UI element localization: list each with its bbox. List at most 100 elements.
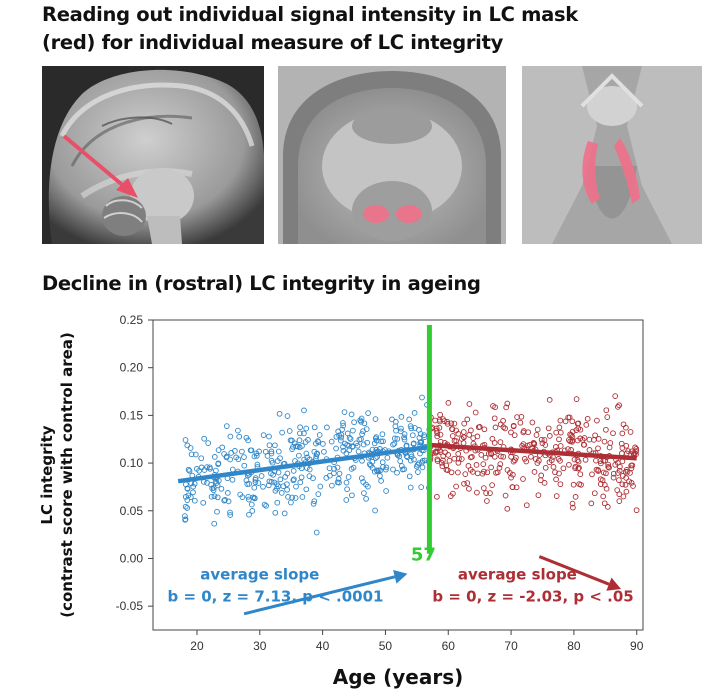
old-point (466, 401, 473, 407)
young-point (187, 445, 194, 451)
young-point (399, 466, 406, 473)
old-point (616, 402, 622, 409)
young-point (418, 484, 425, 490)
young-point (359, 431, 365, 437)
old-point (455, 469, 461, 476)
young-point (372, 507, 378, 514)
young-point (316, 432, 323, 438)
old-point (614, 487, 621, 493)
young-point (377, 473, 383, 479)
y-tick-label: 0.15 (120, 408, 144, 422)
young-point (184, 442, 191, 449)
old-point (616, 498, 623, 504)
old-point (619, 450, 625, 457)
old-point (480, 461, 487, 467)
young-point (245, 493, 252, 500)
young-point (407, 484, 414, 491)
heading-line-1: Reading out individual signal intensity … (42, 3, 578, 26)
young-point (291, 440, 298, 447)
old-point (534, 426, 541, 433)
old-point (441, 418, 448, 424)
old-point (440, 457, 446, 464)
old-point (491, 440, 498, 446)
young-point (184, 485, 191, 492)
young-point (398, 414, 405, 420)
young-point (365, 483, 371, 490)
young-fit-line (177, 444, 430, 484)
young-point (297, 479, 304, 486)
old-point (556, 470, 562, 477)
young-point (340, 447, 347, 454)
young-point (343, 497, 350, 503)
young-point (200, 479, 207, 485)
young-point (397, 458, 404, 464)
y-tick-label: 0.25 (120, 313, 144, 327)
young-point (406, 473, 413, 480)
old-point (453, 483, 459, 490)
old-point (491, 415, 498, 422)
young-point (313, 453, 320, 460)
young-point (416, 460, 422, 467)
old-point (605, 461, 612, 468)
young-point (277, 476, 284, 483)
axial-section-image (278, 66, 506, 244)
old-point (607, 440, 614, 446)
old-point (574, 457, 581, 463)
young-point (349, 492, 355, 499)
young-point (369, 458, 376, 465)
young-point (272, 442, 278, 449)
old-point (599, 477, 606, 484)
old-point (496, 465, 503, 471)
young-point (408, 425, 415, 432)
young-point (329, 482, 335, 489)
young-point (272, 509, 279, 516)
young-point (419, 464, 426, 471)
young-point (421, 432, 428, 438)
old-point (603, 485, 610, 492)
old-point (532, 456, 539, 462)
young-point (182, 513, 188, 519)
young-point (390, 441, 396, 448)
old-point (570, 504, 576, 511)
old-point (594, 417, 600, 424)
old-point (557, 458, 563, 464)
old-point (595, 468, 602, 474)
young-point (363, 495, 369, 502)
young-point (198, 464, 205, 471)
young-point (379, 431, 386, 438)
young-point (185, 466, 192, 473)
young-point (281, 510, 288, 517)
young-point (284, 486, 290, 493)
scatter-chart: -0.05 0.00 0.05 0.10 0.15 0.20 0.25 20 30 40 50 60… (38, 313, 644, 689)
old-point (618, 440, 625, 447)
old-fit-line (429, 442, 637, 461)
old-point (485, 450, 492, 457)
young-point (251, 484, 258, 491)
young-point (299, 443, 305, 449)
old-point (583, 422, 590, 428)
old-point (529, 419, 536, 426)
old-point (517, 419, 524, 426)
young-point (292, 495, 299, 501)
old-point (630, 483, 636, 489)
young-point (239, 448, 245, 455)
old-point (589, 471, 595, 478)
old-point (578, 481, 584, 488)
old-point (513, 484, 520, 491)
young-point (306, 466, 313, 473)
young-point (320, 441, 326, 447)
y-tick-label: 0.00 (120, 551, 144, 565)
x-tick-label: 20 (190, 639, 204, 653)
old-point (535, 457, 542, 464)
young-point (345, 474, 352, 480)
young-point (284, 413, 291, 419)
young-point (229, 466, 236, 473)
young-point (323, 475, 330, 481)
old-point (466, 432, 473, 438)
young-point (266, 478, 273, 485)
young-point (394, 435, 401, 442)
young-point (411, 456, 417, 463)
old-point (566, 461, 572, 468)
young-point (214, 508, 220, 515)
young-point (378, 478, 384, 484)
